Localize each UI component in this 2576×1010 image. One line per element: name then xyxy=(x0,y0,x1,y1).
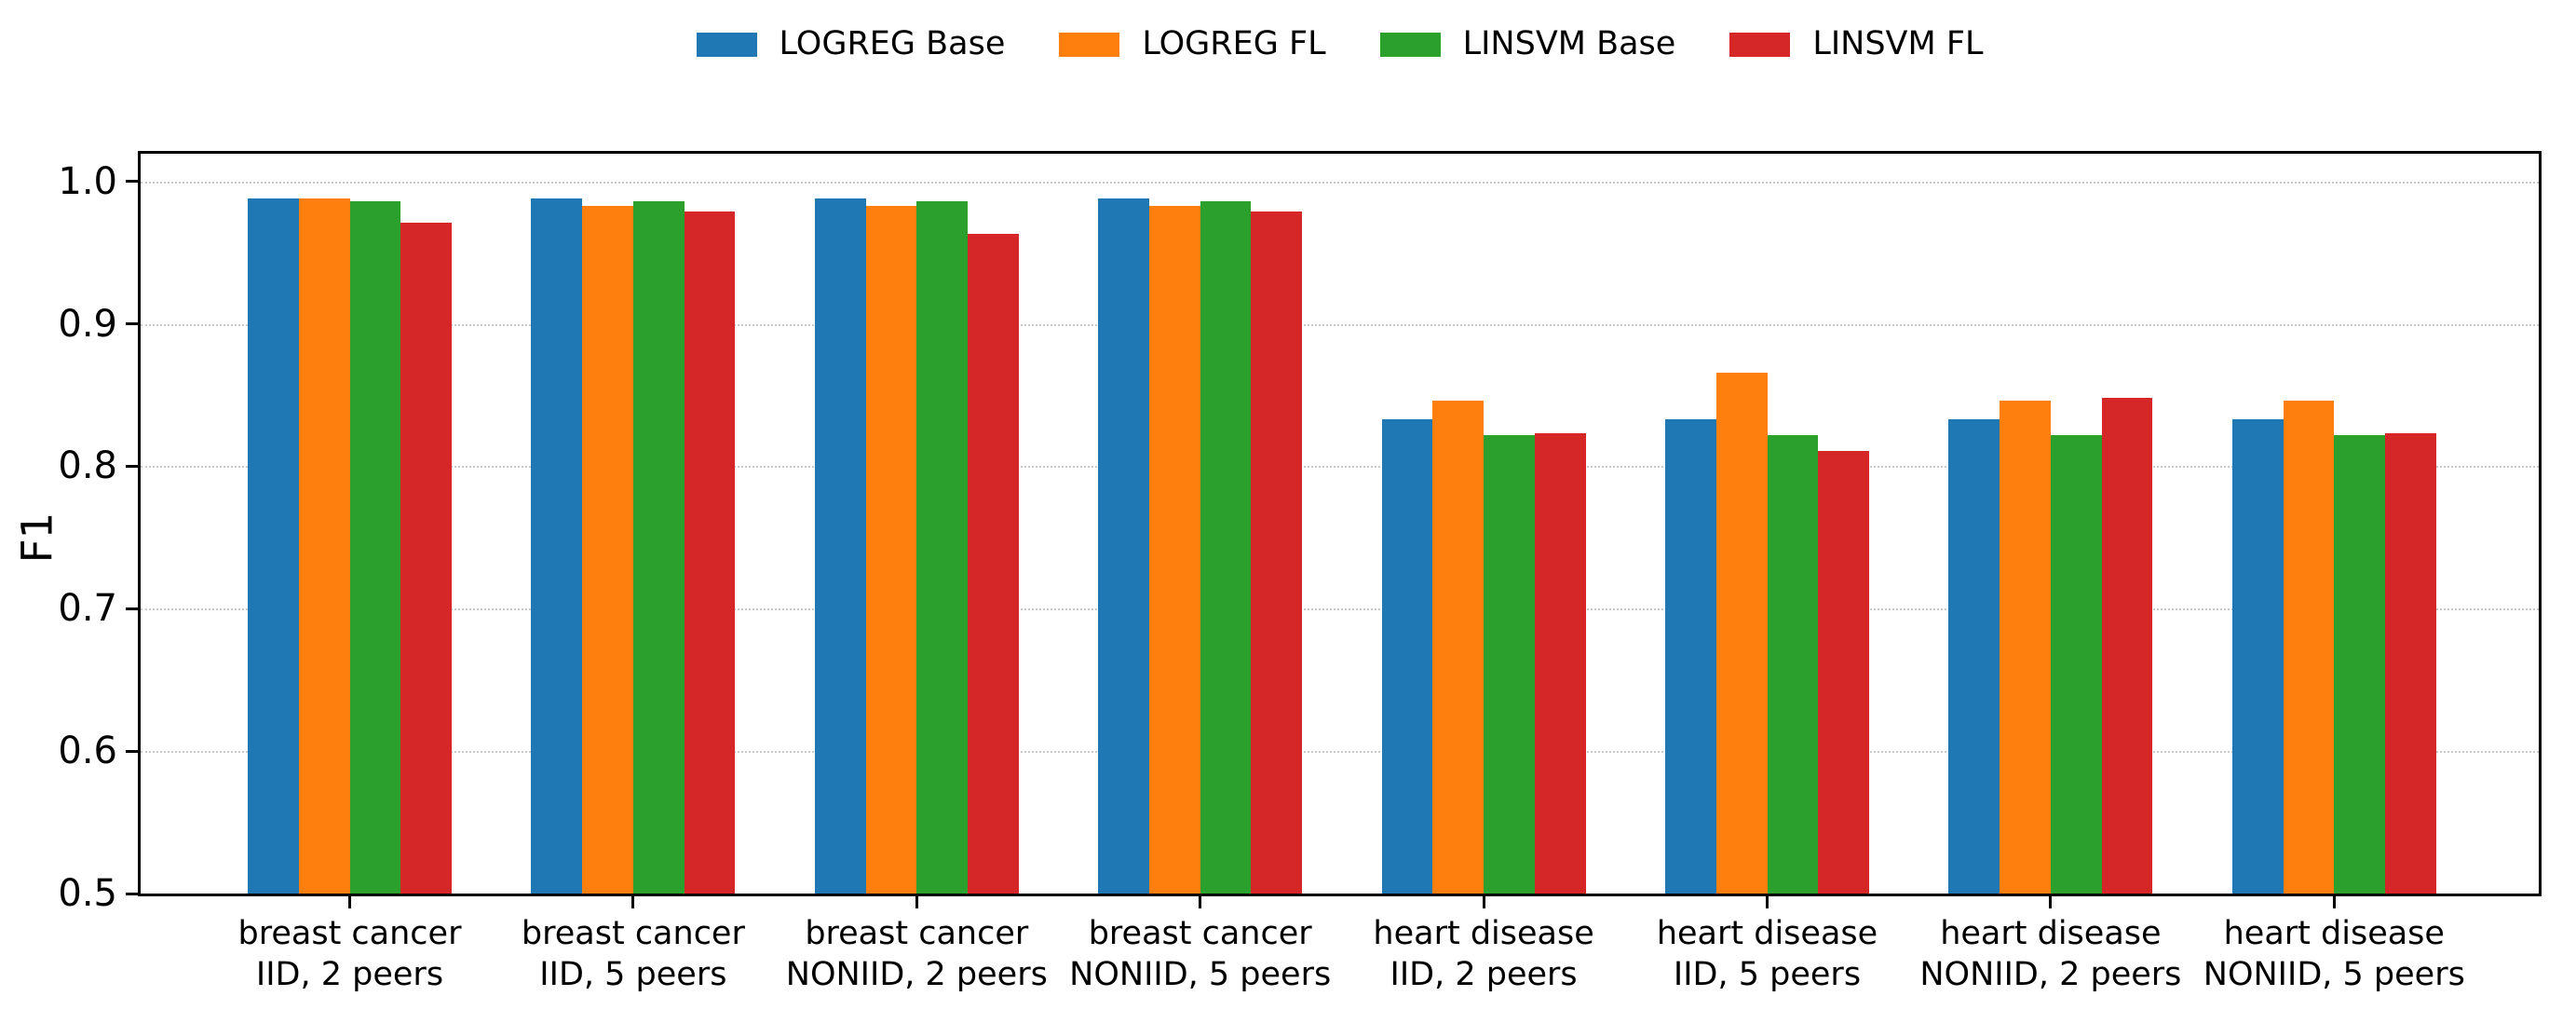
legend-item-logreg-base: LOGREG Base xyxy=(696,25,1006,62)
bar xyxy=(2231,419,2284,894)
bar xyxy=(582,205,633,894)
y-tick-label: 0.7 xyxy=(58,587,117,631)
legend-item-linsvm-fl: LINSVM FL xyxy=(1729,28,1983,61)
bar xyxy=(865,205,917,894)
bar xyxy=(1767,434,1819,894)
bar xyxy=(1251,211,1303,894)
x-tick-label: heart disease IID, 2 peers xyxy=(1373,915,1594,993)
bar xyxy=(814,198,866,894)
bar xyxy=(1098,198,1149,894)
bar xyxy=(1534,433,1586,894)
bar xyxy=(1715,372,1768,894)
legend-label: LOGREG Base xyxy=(779,25,1006,62)
legend-label: LOGREG FL xyxy=(1142,25,1326,62)
gridline xyxy=(141,466,2539,469)
x-tick-label: heart disease IID, 5 peers xyxy=(1656,915,1878,993)
x-tick-mark xyxy=(2049,896,2053,908)
x-tick-label: breast cancer NONIID, 2 peers xyxy=(785,915,1048,993)
legend-swatch-icon xyxy=(1729,32,1791,57)
bar xyxy=(298,198,350,894)
bar xyxy=(684,211,736,894)
bar xyxy=(400,223,452,894)
x-tick-label: breast cancer IID, 2 peers xyxy=(237,915,462,993)
bar xyxy=(632,201,685,894)
bar xyxy=(1432,401,1485,894)
y-tick-label: 0.6 xyxy=(58,730,117,773)
y-tick-mark xyxy=(126,180,138,184)
y-tick-label: 0.9 xyxy=(58,302,117,346)
bar xyxy=(2385,433,2436,894)
bar xyxy=(248,198,299,894)
legend-item-linsvm-base: LINSVM Base xyxy=(1379,25,1676,62)
x-tick-mark xyxy=(2332,896,2336,908)
y-tick-mark xyxy=(126,607,138,610)
bar xyxy=(2101,398,2153,894)
gridline xyxy=(141,323,2539,326)
x-tick-mark xyxy=(1199,896,1202,908)
bar xyxy=(531,198,583,894)
bar xyxy=(2050,434,2102,894)
bar xyxy=(1818,450,1869,894)
legend-swatch-icon xyxy=(1059,32,1120,57)
x-tick-mark xyxy=(631,896,635,908)
bar xyxy=(916,201,969,894)
x-tick-label: breast cancer IID, 5 peers xyxy=(521,915,745,993)
x-tick-mark xyxy=(1766,896,1769,908)
x-tick-label: heart disease NONIID, 2 peers xyxy=(1919,915,2182,993)
legend-item-logreg-fl: LOGREG FL xyxy=(1059,25,1326,62)
y-tick-label: 0.8 xyxy=(58,444,117,488)
y-axis-label: F1 xyxy=(12,512,62,564)
legend-swatch-icon xyxy=(696,32,757,57)
gridline xyxy=(141,751,2539,754)
gridline xyxy=(141,608,2539,611)
plot-area xyxy=(138,151,2542,896)
bar xyxy=(1484,434,1535,894)
y-tick-mark xyxy=(126,322,138,326)
x-tick-mark xyxy=(348,896,351,908)
bar xyxy=(1665,419,1716,894)
y-tick-label: 1.0 xyxy=(58,159,117,203)
bar xyxy=(2334,434,2386,894)
x-tick-mark xyxy=(1482,896,1485,908)
legend: LOGREG Base LOGREG FL LINSVM Base LINSVM FL xyxy=(138,28,2542,61)
bar xyxy=(1200,201,1252,894)
y-tick-mark xyxy=(126,892,138,895)
bar xyxy=(1381,419,1433,894)
x-tick-label: breast cancer NONIID, 5 peers xyxy=(1069,915,1332,993)
bar xyxy=(2283,401,2335,894)
gridline xyxy=(141,181,2539,184)
bar xyxy=(968,234,1019,894)
bar xyxy=(1148,205,1200,894)
y-tick-mark xyxy=(126,464,138,468)
y-tick-mark xyxy=(126,749,138,753)
y-tick-label: 0.5 xyxy=(58,872,117,915)
legend-label: LINSVM FL xyxy=(1812,25,1984,62)
x-tick-label: heart disease NONIID, 5 peers xyxy=(2203,915,2465,993)
legend-label: LINSVM Base xyxy=(1462,25,1676,62)
bar xyxy=(1948,419,2000,894)
legend-swatch-icon xyxy=(1379,32,1441,57)
bar xyxy=(2000,401,2051,894)
bar xyxy=(349,201,401,894)
x-tick-mark xyxy=(915,896,918,908)
